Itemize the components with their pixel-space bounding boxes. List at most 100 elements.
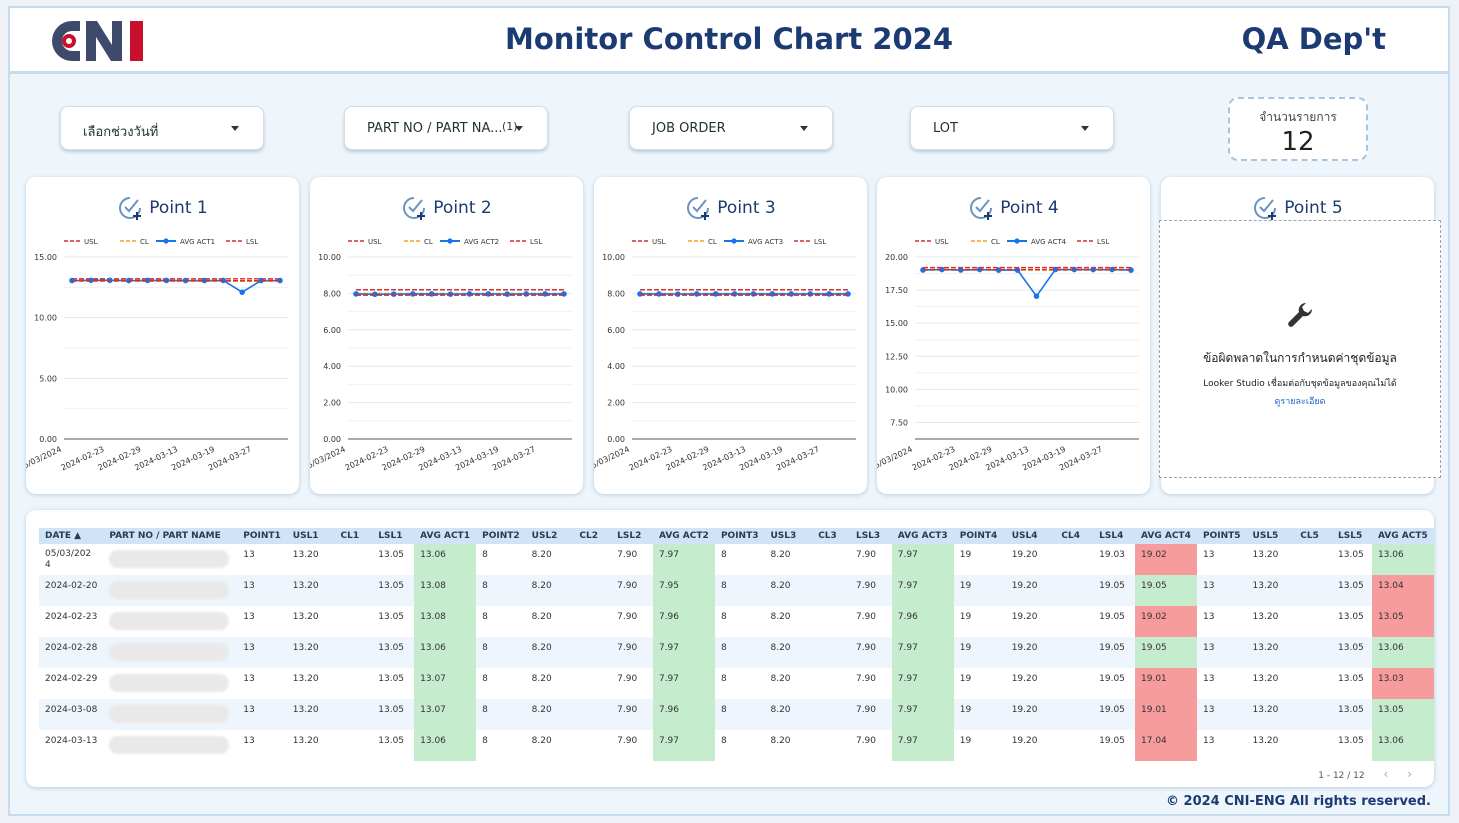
table-cell: 13 [237, 730, 287, 761]
date-range-label: เลือกช่วงวันที่ [83, 125, 159, 140]
table-cell: 13 [237, 575, 287, 606]
column-header[interactable]: DATE ▲ [39, 528, 104, 544]
y-tick-label: 2.00 [323, 399, 341, 408]
card-title: Point 2 [310, 195, 583, 221]
job-order-filter[interactable]: JOB ORDER [629, 106, 833, 150]
chart-card-point1: USL CL AVG ACT1 LSL 15.00 10.00 5.00 0.00 05/03/… [26, 177, 299, 494]
chart-point4[interactable]: USL CL AVG ACT4 LSL 20.00 17.50 15.00 12.50 10.0… [877, 177, 1150, 494]
header: Monitor Control Chart 2024 QA Dep't [10, 8, 1448, 74]
column-header[interactable]: CL2 [573, 528, 612, 544]
table-cell: 13 [1197, 606, 1247, 637]
series-line-avg-act1 [71, 279, 280, 294]
x-tick-label: 05/03/2024 [877, 445, 914, 473]
part-filter[interactable]: PART NO / PART NA... (1) [344, 106, 548, 150]
column-header[interactable]: POINT1 [237, 528, 287, 544]
table-row[interactable]: 2024-03-13 13 13.20 13.05 13.06 8 8.20 7.90 7.97… [39, 730, 1434, 761]
data-table-card: DATE ▲ PART NO / PART NAME POINT1 USL1 CL1 LS… [26, 510, 1434, 787]
table-cell [334, 699, 373, 730]
table-cell: 13 [1197, 575, 1247, 606]
data-point [391, 291, 397, 297]
table-row[interactable]: 2024-02-20 13 13.20 13.05 13.08 8 8.20 7.90 7.95… [39, 575, 1434, 606]
data-point [675, 291, 681, 297]
table-cell: 19.20 [1005, 544, 1056, 575]
table-cell: 8.20 [764, 668, 813, 699]
column-header[interactable]: CL5 [1294, 528, 1333, 544]
column-header[interactable]: CL1 [334, 528, 373, 544]
table-cell: 8 [476, 668, 526, 699]
table-cell: 2024-02-28 [39, 637, 104, 668]
table-cell: 13.20 [1246, 544, 1295, 575]
table-cell [103, 637, 238, 668]
column-header[interactable]: POINT3 [714, 528, 765, 544]
column-header[interactable]: USL4 [1005, 528, 1056, 544]
cni-logo [52, 21, 143, 61]
lot-filter[interactable]: LOT [910, 106, 1114, 150]
table-cell: 13.06 [414, 730, 477, 761]
table-cell: 7.90 [849, 730, 892, 761]
column-header[interactable]: AVG ACT4 [1135, 528, 1197, 544]
table-cell: 19 [953, 544, 1006, 575]
table-cell [334, 637, 373, 668]
table-cell: 13 [237, 637, 287, 668]
table-cell: 7.90 [611, 544, 653, 575]
column-header[interactable]: USL2 [525, 528, 574, 544]
table-cell [334, 606, 373, 637]
column-header[interactable]: PART NO / PART NAME [103, 528, 238, 544]
table-cell [573, 699, 612, 730]
table-row[interactable]: 2024-02-23 13 13.20 13.05 13.08 8 8.20 7.90 7.96… [39, 606, 1434, 637]
check-add-icon [403, 197, 426, 220]
column-header[interactable]: AVG ACT2 [652, 528, 715, 544]
column-header[interactable]: USL5 [1246, 528, 1295, 544]
date-range-filter[interactable]: เลือกช่วงวันที่ [60, 106, 264, 150]
column-header[interactable]: LSL4 [1093, 528, 1136, 544]
table-cell: 8.20 [764, 637, 813, 668]
table-row[interactable]: 2024-02-28 13 13.20 13.05 13.06 8 8.20 7.90 7.97… [39, 637, 1434, 668]
chevron-down-icon [231, 126, 239, 131]
chart-point3[interactable]: USL CL AVG ACT3 LSL 10.00 8.00 6.00 4.00 2.00 0.0… [594, 177, 867, 494]
table-cell: 8 [476, 730, 526, 761]
column-header[interactable]: USL3 [764, 528, 813, 544]
table-cell: 19.01 [1135, 668, 1197, 699]
table-row[interactable]: 2024-03-08 13 13.20 13.05 13.07 8 8.20 7.90 7.96… [39, 699, 1434, 730]
table-cell [103, 668, 238, 699]
column-header[interactable]: AVG ACT1 [414, 528, 477, 544]
column-header[interactable]: LSL2 [611, 528, 653, 544]
column-header[interactable]: AVG ACT5 [1371, 528, 1434, 544]
table-cell: 13 [1197, 668, 1247, 699]
y-tick-label: 7.50 [890, 418, 908, 427]
page-title: Monitor Control Chart 2024 [505, 22, 953, 56]
column-header[interactable]: USL1 [286, 528, 335, 544]
table-cell: 2024-02-23 [39, 606, 104, 637]
column-header[interactable]: LSL1 [372, 528, 415, 544]
table-cell [334, 730, 373, 761]
column-header[interactable]: AVG ACT3 [891, 528, 954, 544]
table-cell: 05/03/202 4 [39, 544, 104, 575]
legend-swatch-dot [731, 238, 737, 244]
table-cell: 13.05 [372, 575, 415, 606]
table-cell: 13.20 [286, 637, 335, 668]
table-cell [573, 730, 612, 761]
legend-label: AVG ACT4 [1031, 238, 1067, 246]
table-row[interactable]: 05/03/202 4 13 13.20 13.05 13.06 8 8.20 7.90 7.9… [39, 544, 1434, 575]
chart-point2[interactable]: USL CL AVG ACT2 LSL 10.00 8.00 6.00 4.00 2.00 0.0… [310, 177, 583, 494]
y-tick-label: 17.50 [885, 286, 908, 295]
prev-page-icon[interactable]: ‹ [1383, 767, 1389, 781]
next-page-icon[interactable]: › [1407, 767, 1412, 781]
table-row[interactable]: 2024-02-29 13 13.20 13.05 13.07 8 8.20 7.90 7.97… [39, 668, 1434, 699]
chart-point1[interactable]: USL CL AVG ACT1 LSL 15.00 10.00 5.00 0.0005/03/… [26, 177, 299, 494]
table-cell: 13.03 [1371, 668, 1434, 699]
column-header[interactable]: CL3 [812, 528, 850, 544]
table-cell: 13.20 [1246, 575, 1295, 606]
column-header[interactable]: LSL3 [849, 528, 892, 544]
table-cell: 13.08 [414, 606, 477, 637]
column-header[interactable]: POINT5 [1197, 528, 1247, 544]
column-header[interactable]: CL4 [1055, 528, 1094, 544]
error-details-link[interactable]: ดูรายละเอียด [1274, 397, 1326, 407]
column-header[interactable]: LSL5 [1332, 528, 1372, 544]
table-cell: 19.05 [1093, 637, 1136, 668]
column-header[interactable]: POINT2 [476, 528, 526, 544]
table-cell: 13.20 [286, 606, 335, 637]
table-cell [1294, 699, 1333, 730]
column-header[interactable]: POINT4 [953, 528, 1006, 544]
table-cell: 7.97 [652, 668, 715, 699]
